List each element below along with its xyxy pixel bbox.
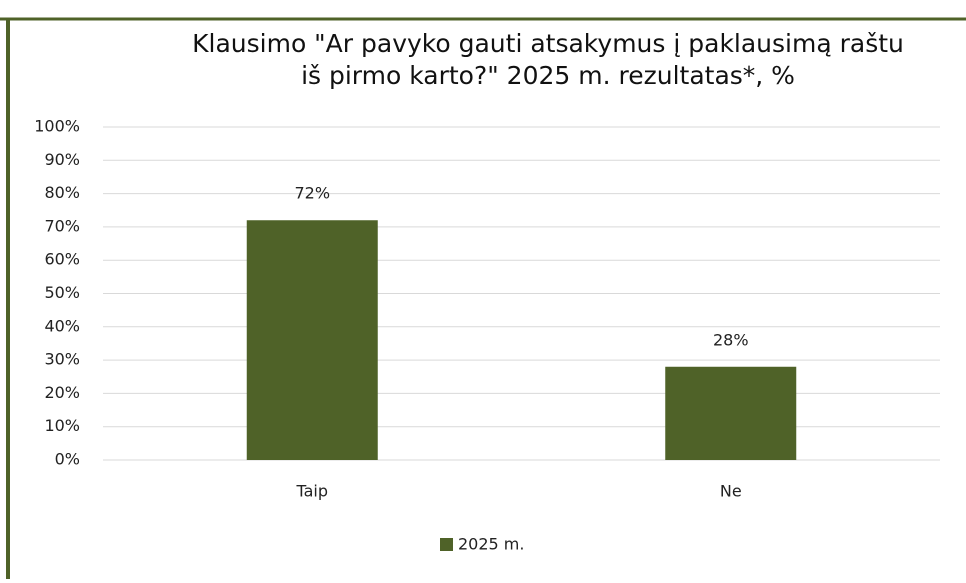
x-tick-label: Ne (720, 482, 742, 501)
legend-swatch (440, 538, 453, 551)
x-tick-label: Taip (295, 482, 328, 501)
data-label: 28% (713, 330, 749, 349)
bar (246, 220, 378, 460)
chart-title: iš pirmo karto?" 2025 m. rezultatas*, % (301, 61, 795, 90)
y-tick-label: 90% (44, 150, 80, 169)
y-tick-label: 80% (44, 183, 80, 202)
y-tick-label: 30% (44, 350, 80, 369)
y-tick-label: 0% (55, 450, 80, 469)
y-tick-label: 70% (44, 216, 80, 235)
chart-title: Klausimo "Ar pavyko gauti atsakymus į pa… (192, 29, 904, 58)
data-label: 72% (294, 184, 330, 203)
y-tick-label: 10% (44, 416, 80, 435)
y-tick-label: 40% (44, 316, 80, 335)
y-tick-label: 60% (44, 250, 80, 269)
legend-label: 2025 m. (458, 535, 524, 554)
bar (665, 366, 797, 460)
y-tick-label: 20% (44, 383, 80, 402)
y-tick-label: 100% (34, 117, 80, 136)
y-tick-label: 50% (44, 283, 80, 302)
